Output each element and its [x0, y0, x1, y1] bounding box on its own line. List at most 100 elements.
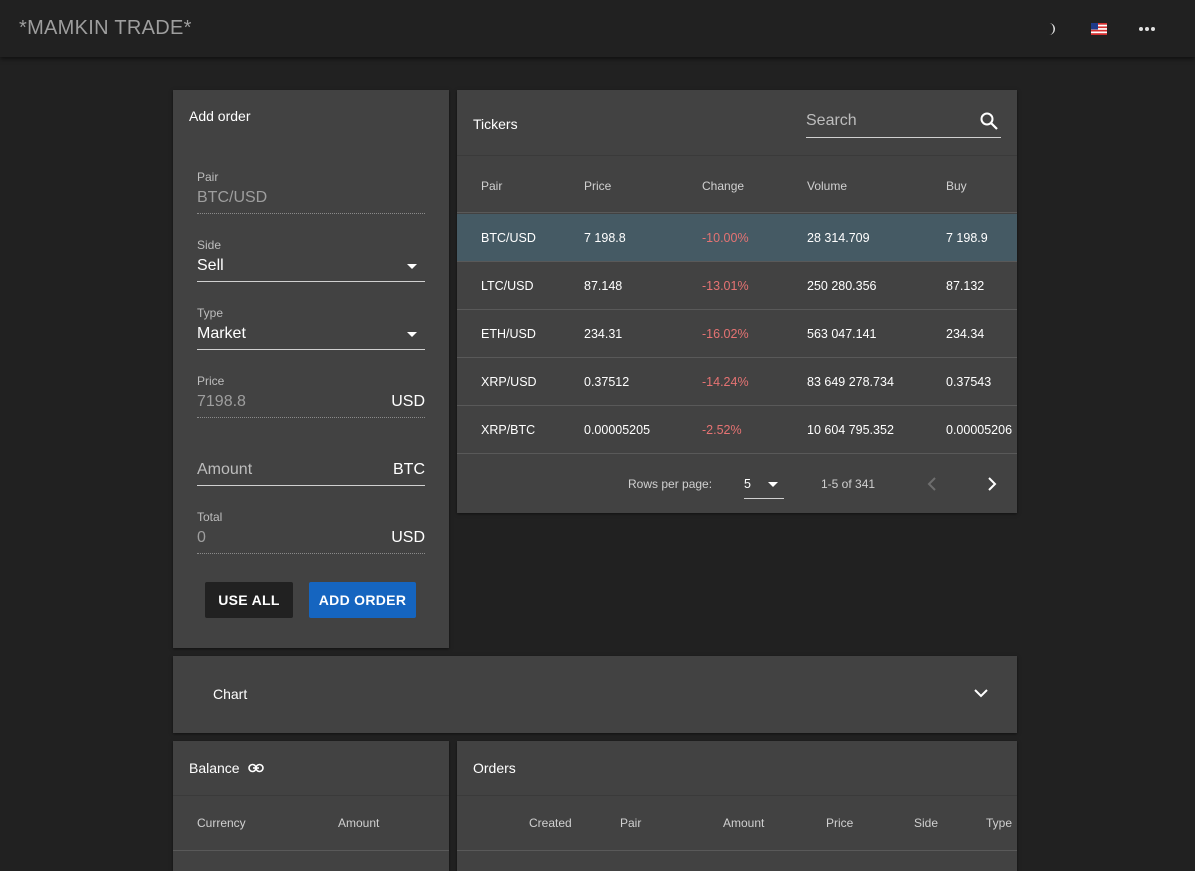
column-header-buy[interactable]: Buy — [946, 179, 967, 193]
ticker-volume: 28 314.709 — [807, 231, 870, 245]
use-all-button[interactable]: USE ALL — [205, 582, 293, 618]
ticker-change: -16.02% — [702, 327, 749, 341]
column-header-type[interactable]: Type — [986, 816, 1013, 830]
side-select[interactable]: Side Sell — [197, 238, 425, 284]
ticker-pair: XRP/USD — [481, 375, 537, 389]
pagination-range: 1-5 of 341 — [821, 477, 876, 491]
pair-value: BTC/USD — [197, 189, 268, 206]
column-header-price[interactable]: Price — [826, 816, 854, 830]
column-header-pair[interactable]: Pair — [481, 179, 503, 193]
side-dropdown-icon — [407, 264, 417, 269]
orders-panel: Orders Created Pair Amount Price Side Ty… — [457, 741, 1017, 871]
ticker-change: -10.00% — [702, 231, 749, 245]
total-underline — [197, 553, 425, 554]
rows-per-page-select[interactable]: 5 — [744, 471, 784, 499]
tickers-header-row: Pair Price Change Volume Buy — [457, 156, 1017, 213]
chart-panel[interactable]: Chart — [173, 656, 1017, 733]
amount-input[interactable]: Amount BTC — [197, 442, 425, 488]
ticker-price: 0.00005205 — [584, 423, 651, 437]
type-dropdown-icon — [407, 332, 417, 337]
balance-panel: Balance Currency Amount — [173, 741, 449, 871]
ticker-volume: 563 047.141 — [807, 327, 877, 341]
ticker-buy: 0.37543 — [946, 375, 992, 389]
column-header-change[interactable]: Change — [702, 179, 745, 193]
price-field: Price 7198.8 USD — [197, 374, 425, 420]
ticker-price: 7 198.8 — [584, 231, 626, 245]
column-header-price[interactable]: Price — [584, 179, 612, 193]
column-header-pair[interactable]: Pair — [620, 816, 642, 830]
balance-title: Balance — [189, 760, 240, 776]
chart-title: Chart — [213, 686, 248, 702]
orders-title: Orders — [473, 760, 516, 776]
pair-field: Pair BTC/USD — [197, 170, 425, 216]
total-label: Total — [197, 510, 223, 524]
ticker-row[interactable]: BTC/USD 7 198.8 -10.00% 28 314.709 7 198… — [457, 214, 1017, 262]
type-value: Market — [197, 325, 246, 342]
total-field: Total 0 USD — [197, 510, 425, 556]
ticker-volume: 10 604 795.352 — [807, 423, 894, 437]
rows-per-page-dropdown-icon — [768, 482, 778, 487]
balance-header: Balance — [189, 760, 264, 776]
pair-label: Pair — [197, 170, 219, 184]
ticker-pair: XRP/BTC — [481, 423, 536, 437]
column-header-side[interactable]: Side — [914, 816, 939, 830]
ticker-buy: 0.00005206 — [946, 423, 1013, 437]
more-horiz-icon[interactable] — [1136, 18, 1158, 40]
rows-per-page-value: 5 — [744, 477, 751, 491]
search-underline — [806, 137, 1001, 138]
ticker-row[interactable]: ETH/USD 234.31 -16.02% 563 047.141 234.3… — [457, 310, 1017, 358]
ticker-change: -13.01% — [702, 279, 749, 293]
side-label: Side — [197, 238, 222, 252]
search-icon[interactable] — [979, 111, 999, 131]
ticker-pair: ETH/USD — [481, 327, 536, 341]
price-label: Price — [197, 374, 225, 388]
chevron-left-icon[interactable] — [925, 476, 941, 492]
price-value: 7198.8 — [197, 393, 246, 410]
tickers-pagination: Rows per page: 5 1-5 of 341 — [457, 455, 1017, 513]
ticker-pair: LTC/USD — [481, 279, 534, 293]
chevron-down-icon[interactable] — [973, 685, 989, 701]
add-order-panel: Add order Pair BTC/USD Side Sell Type Ma… — [173, 90, 449, 648]
ticker-row[interactable]: XRP/USD 0.37512 -14.24% 83 649 278.734 0… — [457, 358, 1017, 406]
ticker-change: -14.24% — [702, 375, 749, 389]
chevron-right-icon[interactable] — [983, 476, 999, 492]
amount-suffix: BTC — [393, 461, 425, 478]
ticker-price: 234.31 — [584, 327, 623, 341]
search-placeholder: Search — [806, 112, 857, 129]
ticker-pair: BTC/USD — [481, 231, 536, 245]
ticker-volume: 83 649 278.734 — [807, 375, 894, 389]
us-flag-icon[interactable] — [1088, 18, 1110, 40]
column-header-amount[interactable]: Amount — [723, 816, 765, 830]
balance-header-row: Currency Amount — [173, 795, 449, 851]
ticker-buy: 7 198.9 — [946, 231, 988, 245]
ticker-volume: 250 280.356 — [807, 279, 877, 293]
price-suffix: USD — [391, 393, 425, 410]
rows-per-page-label: Rows per page: — [628, 477, 713, 491]
amount-underline — [197, 485, 425, 486]
column-header-currency[interactable]: Currency — [197, 816, 246, 830]
ticker-row[interactable]: LTC/USD 87.148 -13.01% 250 280.356 87.13… — [457, 262, 1017, 310]
total-suffix: USD — [391, 529, 425, 546]
add-order-button[interactable]: ADD ORDER — [309, 582, 416, 618]
price-underline — [197, 417, 425, 418]
side-underline — [197, 281, 425, 282]
tickers-panel: Tickers Search Pair Price Change Volume … — [457, 90, 1017, 513]
column-header-created[interactable]: Created — [529, 816, 572, 830]
tickers-title: Tickers — [473, 116, 518, 132]
pair-underline — [197, 213, 425, 214]
total-value: 0 — [197, 529, 206, 546]
search-input[interactable]: Search — [806, 108, 1001, 138]
ticker-row[interactable]: XRP/BTC 0.00005205 -2.52% 10 604 795.352… — [457, 406, 1017, 454]
ticker-buy: 234.34 — [946, 327, 985, 341]
moon-icon[interactable] — [1040, 18, 1062, 40]
orders-header-row: Created Pair Amount Price Side Type — [457, 795, 1017, 851]
amount-placeholder: Amount — [197, 461, 253, 478]
tickers-toolbar: Tickers Search — [457, 90, 1017, 156]
type-select[interactable]: Type Market — [197, 306, 425, 352]
ticker-buy: 87.132 — [946, 279, 985, 293]
column-header-volume[interactable]: Volume — [807, 179, 848, 193]
ticker-price: 87.148 — [584, 279, 623, 293]
column-header-amount[interactable]: Amount — [338, 816, 380, 830]
link-icon[interactable] — [247, 763, 264, 773]
app-title: *MAMKIN TRADE* — [19, 17, 192, 39]
